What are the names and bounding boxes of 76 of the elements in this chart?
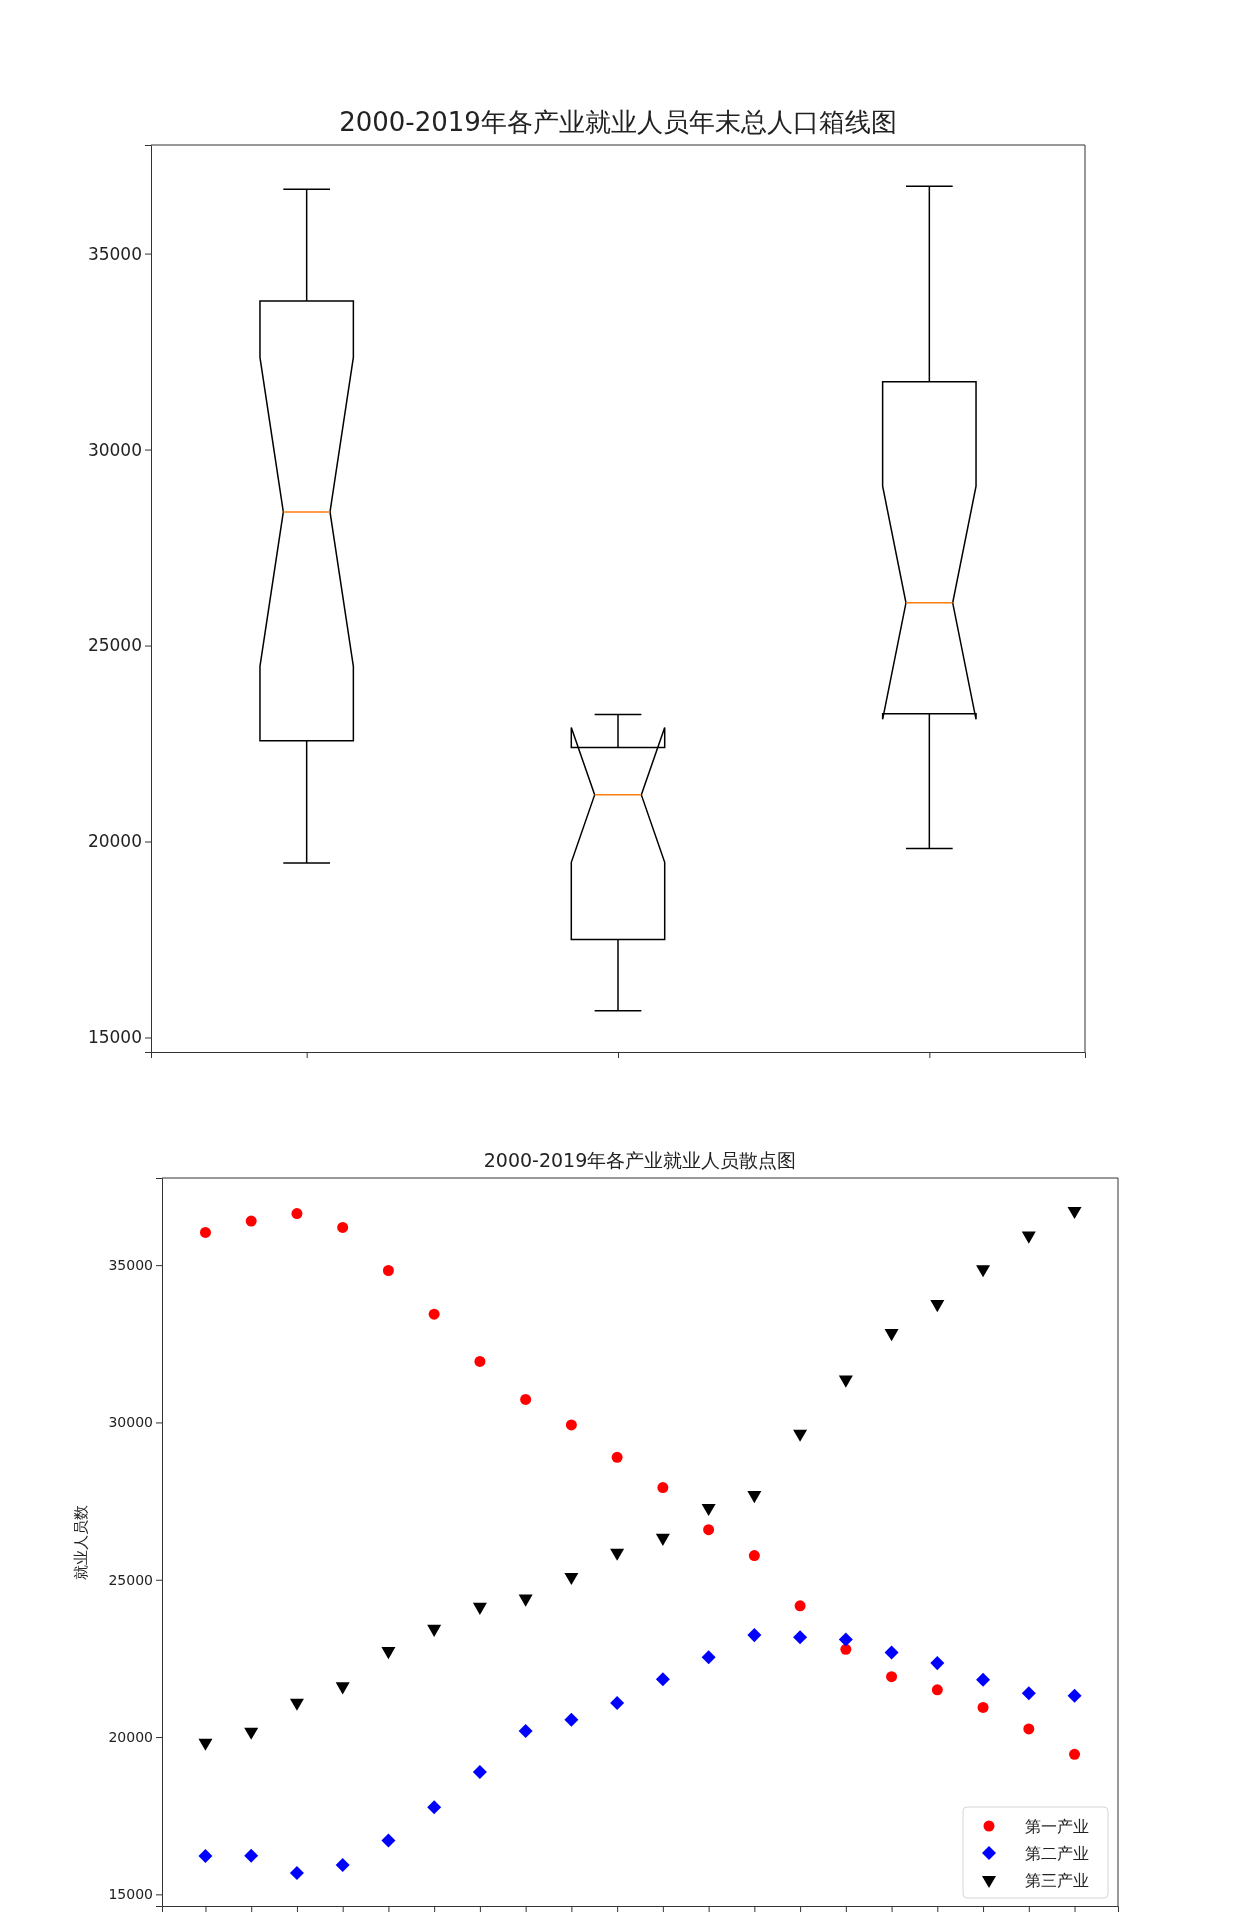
point — [245, 1215, 257, 1227]
y-tick-label: 25000 — [87, 635, 142, 656]
point — [701, 1650, 716, 1665]
point — [977, 1702, 989, 1713]
point — [520, 1394, 532, 1405]
point — [884, 1329, 899, 1342]
point — [610, 1696, 625, 1711]
y-tick-label: 15000 — [108, 1886, 153, 1903]
y-tick-label: 15000 — [87, 1027, 142, 1048]
point — [291, 1208, 303, 1220]
point — [793, 1630, 808, 1645]
y-tick-label: 25000 — [108, 1571, 153, 1588]
point — [427, 1800, 442, 1815]
point — [1021, 1231, 1036, 1244]
point — [565, 1419, 577, 1431]
point — [337, 1221, 349, 1233]
legend-label: 第二产业 — [1025, 1843, 1089, 1863]
y-tick-label: 35000 — [87, 243, 142, 264]
point — [657, 1482, 669, 1494]
point — [381, 1833, 396, 1848]
point — [244, 1727, 259, 1740]
point — [518, 1594, 533, 1607]
point — [976, 1672, 991, 1687]
point — [794, 1600, 806, 1612]
legend-label: 第一产业 — [1025, 1816, 1089, 1836]
y-tick-label: 20000 — [87, 831, 142, 852]
point — [793, 1429, 808, 1442]
point — [427, 1624, 442, 1637]
point — [1023, 1723, 1035, 1735]
point — [518, 1724, 533, 1739]
point — [930, 1656, 945, 1671]
point — [930, 1300, 945, 1313]
point — [564, 1712, 579, 1727]
point — [655, 1533, 670, 1546]
y-tick-label: 30000 — [87, 439, 142, 460]
point — [1021, 1686, 1036, 1701]
point — [244, 1848, 259, 1863]
point — [655, 1672, 670, 1687]
point — [886, 1671, 898, 1683]
y-tick-label: 20000 — [108, 1729, 153, 1746]
point — [931, 1684, 943, 1696]
point — [1069, 1748, 1081, 1760]
point — [335, 1682, 350, 1695]
point — [611, 1451, 623, 1463]
y-tick-label: 30000 — [108, 1414, 153, 1431]
point — [199, 1226, 211, 1238]
y-axis-title: 就业人员数 — [72, 1504, 90, 1580]
point — [198, 1848, 213, 1863]
legend-label: 第三产业 — [1025, 1870, 1089, 1890]
point — [747, 1628, 762, 1643]
point — [703, 1524, 715, 1536]
point — [1067, 1688, 1082, 1703]
point — [840, 1643, 852, 1655]
chart-title: 2000-2019年各产业就业人员年末总人口箱线图 — [339, 107, 897, 137]
point — [1067, 1206, 1082, 1220]
point — [382, 1265, 394, 1276]
point — [747, 1491, 762, 1504]
point — [428, 1308, 440, 1320]
point — [748, 1550, 760, 1562]
point — [472, 1602, 487, 1615]
y-tick-label: 35000 — [108, 1257, 153, 1274]
point — [838, 1375, 853, 1388]
point — [884, 1645, 899, 1660]
point — [289, 1698, 304, 1711]
point — [381, 1647, 396, 1660]
point — [289, 1865, 304, 1880]
point — [838, 1632, 853, 1647]
point — [472, 1764, 487, 1779]
point — [564, 1572, 579, 1586]
point — [976, 1265, 991, 1278]
point — [474, 1355, 486, 1367]
point — [610, 1548, 625, 1561]
chart-title: 2000-2019年各产业就业人员散点图 — [483, 1149, 797, 1171]
point — [335, 1858, 350, 1873]
point — [701, 1503, 716, 1517]
point — [198, 1738, 213, 1751]
